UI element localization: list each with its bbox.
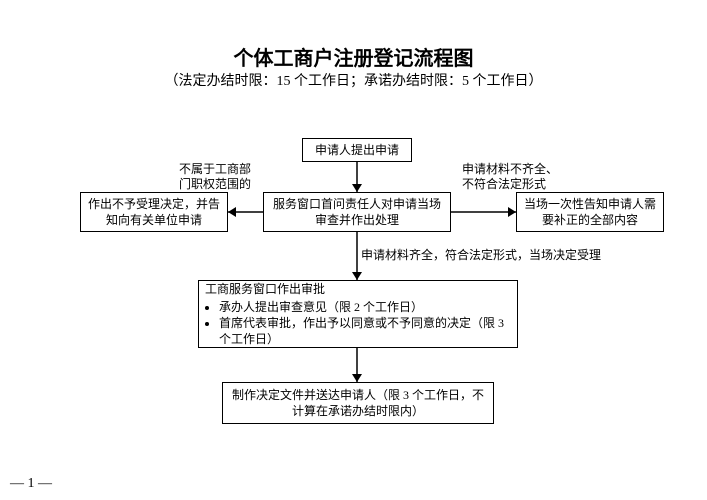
edge-label-not-in-scope: 不属于工商部 门职权范围的 — [179, 162, 251, 192]
edge-label-materials-complete: 申请材料齐全，符合法定形式，当场决定受理 — [361, 248, 601, 263]
bullet-item: 首席代表审批，作出予以同意或不予同意的决定（限 3 个工作日） — [219, 315, 511, 347]
node-text: 当场一次性告知申请人需要补正的全部内容 — [523, 196, 657, 228]
node-text: 作出不予受理决定，并告知向有关单位申请 — [87, 196, 221, 228]
node-text: 申请人提出申请 — [315, 142, 399, 158]
node-issue-decision-doc: 制作决定文件并送达申请人（限 3 个工作日，不计算在承诺办结时限内） — [222, 382, 494, 424]
bullet-item: 承办人提出审查意见（限 2 个工作日） — [219, 299, 511, 315]
page-number: — 1 — — [10, 476, 52, 492]
page-title: 个体工商户注册登记流程图 — [0, 42, 707, 71]
node-applicant-submits: 申请人提出申请 — [302, 138, 412, 162]
node-bullets: 承办人提出审查意见（限 2 个工作日） 首席代表审批，作出予以同意或不予同意的决… — [205, 299, 511, 348]
node-inform-corrections: 当场一次性告知申请人需要补正的全部内容 — [516, 192, 664, 232]
node-approval-process: 工商服务窗口作出审批 承办人提出审查意见（限 2 个工作日） 首席代表审批，作出… — [198, 280, 518, 348]
page-subtitle: （法定办结时限：15 个工作日；承诺办结时限：5 个工作日） — [0, 70, 707, 90]
node-text: 制作决定文件并送达申请人（限 3 个工作日，不计算在承诺办结时限内） — [229, 387, 487, 419]
edge-label-materials-incomplete: 申请材料不齐全、 不符合法定形式 — [462, 162, 558, 192]
node-text: 服务窗口首问责任人对申请当场审查并作出处理 — [270, 196, 444, 228]
node-reject-decision: 作出不予受理决定，并告知向有关单位申请 — [80, 192, 228, 232]
node-service-window-review: 服务窗口首问责任人对申请当场审查并作出处理 — [263, 192, 451, 232]
node-header: 工商服务窗口作出审批 — [205, 281, 511, 297]
